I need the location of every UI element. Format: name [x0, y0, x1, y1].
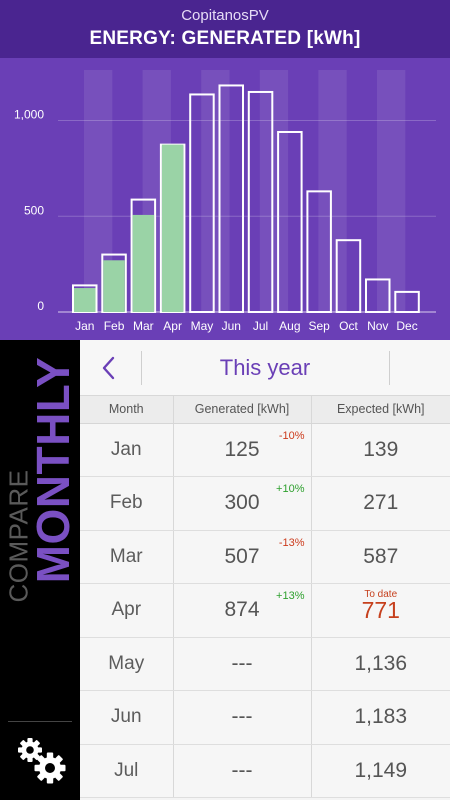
- x-tick-label: Jan: [75, 319, 94, 333]
- bar-generated: [103, 260, 125, 312]
- bar-generated: [74, 288, 96, 312]
- expected-value: 1,183: [354, 705, 408, 729]
- x-tick-label: Feb: [104, 319, 125, 333]
- generated-value: ---: [231, 758, 253, 782]
- energy-chart: 0 500 1,000 Jan Feb Mar Apr May Jun Jul Aug Sep Oct N…: [0, 58, 450, 340]
- generated-value: ---: [231, 651, 253, 675]
- x-tick-label: Sep: [308, 319, 330, 333]
- table-row[interactable]: May --- 1,136: [80, 637, 450, 691]
- column-header-expected[interactable]: Expected [kWh]: [311, 396, 450, 424]
- bar-expected: [189, 93, 215, 314]
- nav-separator: [389, 351, 390, 385]
- sidebar-divider: [8, 721, 72, 722]
- expected-value: 771: [361, 596, 400, 623]
- x-tick-label: Jul: [253, 319, 268, 333]
- cell-expected: To date 771: [311, 583, 450, 638]
- delta-badge: +13%: [276, 590, 305, 602]
- column-band: [201, 70, 230, 312]
- bar-expected: [277, 130, 303, 313]
- x-tick-label: Oct: [339, 319, 358, 333]
- y-tick-label: 1,000: [14, 108, 44, 122]
- bar-expected: [306, 190, 332, 313]
- bar-expected: [365, 278, 391, 314]
- cell-month: Jun: [80, 690, 174, 745]
- column-band: [377, 70, 406, 312]
- cell-generated: -13% 507: [173, 530, 312, 584]
- page-title: ENERGY: GENERATED [kWh]: [89, 28, 361, 49]
- chart-svg: 0 500 1,000 Jan Feb Mar Apr May Jun Jul Aug Sep Oct N…: [14, 70, 436, 333]
- back-button[interactable]: [80, 340, 140, 396]
- monthly-label[interactable]: MONTHLY: [27, 356, 79, 584]
- bar-generated: [132, 214, 155, 312]
- cell-generated: ---: [173, 744, 312, 798]
- app-header: CopitanosPV ENERGY: GENERATED [kWh]: [0, 0, 450, 58]
- generated-value: 874: [224, 598, 260, 622]
- expected-value: 139: [363, 437, 399, 461]
- generated-value: 300: [224, 491, 260, 515]
- cell-month: Jul: [80, 744, 174, 798]
- generated-value: 507: [224, 544, 260, 568]
- cell-expected: 1,149: [311, 744, 450, 798]
- cell-expected: 271: [311, 476, 450, 531]
- bar-expected: [335, 239, 362, 313]
- cell-expected: 139: [311, 423, 450, 477]
- table-row[interactable]: Mar -13% 507 587: [80, 530, 450, 584]
- cell-generated: ---: [173, 637, 312, 691]
- delta-badge: +10%: [276, 483, 305, 495]
- expected-value: 1,149: [354, 758, 408, 782]
- bar-expected: [247, 90, 274, 313]
- cell-expected: 587: [311, 530, 450, 584]
- cell-month: May: [80, 637, 174, 691]
- chevron-left-icon: [102, 356, 115, 380]
- cell-month: Mar: [80, 530, 174, 584]
- cell-generated: -10% 125: [173, 423, 312, 477]
- y-tick-label: 0: [37, 299, 44, 313]
- column-band: [259, 70, 289, 312]
- gears-icon: [18, 738, 66, 784]
- cell-generated: +13% 874: [173, 583, 312, 638]
- cell-generated: +10% 300: [173, 476, 312, 531]
- bar-expected: [218, 84, 244, 313]
- x-tick-label: Apr: [163, 319, 182, 333]
- nav-separator: [141, 351, 142, 385]
- period-title[interactable]: This year: [219, 355, 311, 380]
- table-row[interactable]: Jun --- 1,183: [80, 690, 450, 745]
- table-row[interactable]: Apr +13% 874 To date 771: [80, 583, 450, 638]
- table-row[interactable]: Jan -10% 125 139: [80, 423, 450, 477]
- y-tick-label: 500: [24, 203, 44, 217]
- expected-value: 587: [363, 544, 399, 568]
- expected-value: 1,136: [354, 651, 408, 675]
- delta-badge: -13%: [278, 536, 305, 549]
- x-tick-label: Nov: [367, 319, 388, 333]
- period-nav: This year: [80, 340, 450, 396]
- x-tick-label: Aug: [279, 319, 300, 333]
- generated-value: ---: [231, 705, 253, 729]
- monthly-table: Month Generated [kWh] Expected [kWh] Jan…: [80, 396, 450, 798]
- cell-month: Feb: [80, 476, 174, 531]
- column-header-month[interactable]: Month: [80, 396, 174, 424]
- cell-expected: 1,183: [311, 690, 450, 745]
- bar-generated: [161, 144, 184, 312]
- x-tick-label: Dec: [396, 319, 417, 333]
- app-name: CopitanosPV: [181, 7, 269, 24]
- expected-value: 271: [363, 491, 399, 515]
- x-tick-label: Jun: [222, 319, 241, 333]
- column-header-generated[interactable]: Generated [kWh]: [173, 396, 312, 424]
- delta-badge: -10%: [278, 429, 305, 442]
- generated-value: 125: [224, 437, 260, 461]
- cell-month: Apr: [80, 583, 174, 638]
- sidebar: COMPARE MONTHLY: [0, 340, 80, 800]
- cell-expected: 1,136: [311, 637, 450, 691]
- x-tick-label: May: [191, 319, 214, 333]
- table-row[interactable]: Feb +10% 300 271: [80, 476, 450, 531]
- settings-button[interactable]: [14, 734, 70, 786]
- to-date-label: To date: [364, 589, 398, 600]
- table-header-row: Month Generated [kWh] Expected [kWh]: [80, 396, 450, 424]
- cell-generated: ---: [173, 690, 312, 745]
- x-tick-label: Mar: [133, 319, 154, 333]
- monthly-panel: This year Month Generated [kWh] Expected…: [80, 340, 450, 800]
- table-row[interactable]: Jul --- 1,149: [80, 744, 450, 798]
- cell-month: Jan: [80, 423, 174, 477]
- bar-expected: [394, 290, 420, 314]
